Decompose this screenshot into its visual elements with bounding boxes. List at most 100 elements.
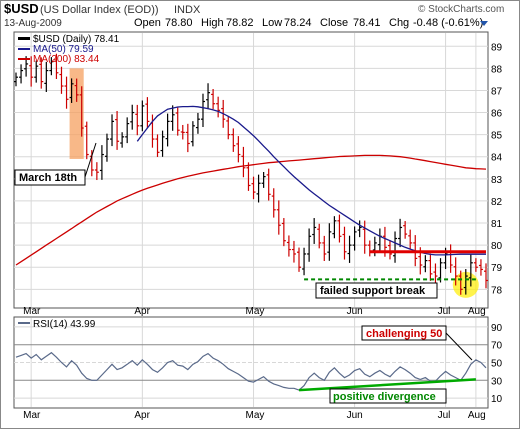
ohlc-bar	[19, 64, 24, 84]
ohlc-bar	[155, 134, 160, 157]
ohlc-bar	[241, 146, 246, 178]
price-tick-label: 78	[491, 285, 503, 296]
x-tick-label: Jun	[347, 306, 363, 317]
annotation-march-box	[14, 169, 86, 186]
price-tick-label: 79	[491, 263, 503, 274]
ohlc-bar	[79, 86, 84, 137]
ohlc-bar	[307, 228, 312, 262]
price-tick-label: 88	[491, 64, 503, 75]
ohlc-bar	[115, 111, 120, 150]
low-value: 78.24	[284, 17, 312, 29]
ohlc-bar	[246, 162, 251, 191]
price-tick-label: 81	[491, 219, 503, 230]
low-label: Low	[262, 17, 282, 29]
legend-rsi-swatch	[18, 322, 30, 324]
ohlc-bar	[39, 57, 44, 89]
ohlc-bar	[251, 176, 256, 200]
legend-price: $USD (Daily) 78.41	[33, 34, 120, 45]
ohlc-bar	[276, 200, 281, 235]
price-tick-label: 83	[491, 175, 503, 186]
ohlc-bar	[140, 100, 145, 132]
ohlc-bar	[125, 117, 130, 144]
legend-ma200: MA(200) 83.44	[33, 54, 100, 65]
ohlc-bar	[49, 57, 54, 76]
ohlc-bar	[216, 96, 221, 118]
ohlc-bar	[104, 133, 109, 162]
annotation-failed-box	[315, 282, 438, 299]
ohlc-bar	[110, 114, 115, 147]
annotation-challenging-pointer	[445, 332, 473, 361]
ohlc-bar	[433, 263, 438, 285]
x-tick-label: May	[246, 410, 265, 421]
annotation-divergence: positive divergence	[333, 391, 436, 403]
ohlc-bar	[463, 269, 468, 295]
ohlc-bar	[231, 128, 236, 152]
ohlc-bar	[473, 258, 478, 272]
chart-exchange: INDX	[174, 4, 201, 16]
legend-rsi: RSI(14) 43.99	[33, 319, 96, 330]
ohlc-bar	[34, 60, 39, 83]
ohlc-bar	[160, 130, 165, 157]
rsi-tick-label: 90	[491, 323, 503, 334]
ohlc-bar	[165, 113, 170, 147]
rsi-tick-label: 10	[491, 394, 503, 405]
ohlc-bar	[54, 53, 59, 80]
x-tick-label: Jun	[347, 410, 363, 421]
chart-symbol: $USD	[4, 1, 39, 16]
price-bars-layer	[14, 53, 488, 295]
ohlc-bar	[84, 121, 89, 160]
ohlc-bar	[332, 216, 337, 239]
ohlc-bar	[69, 78, 74, 103]
rsi-tick-label: 70	[491, 341, 503, 352]
price-tick-label: 85	[491, 131, 503, 142]
ohlc-bar	[387, 240, 392, 260]
ohlc-bar	[195, 112, 200, 134]
ohlc-bar	[408, 229, 413, 250]
rsi-tick-label: 30	[491, 376, 503, 387]
ohlc-bar	[423, 255, 428, 273]
ohlc-bar	[468, 254, 473, 287]
dropdown-arrow-icon[interactable]	[480, 21, 488, 26]
ohlc-bar	[226, 116, 231, 140]
x-tick-label: Apr	[134, 410, 150, 421]
x-tick-label: Aug	[468, 306, 486, 317]
price-tick-label: 82	[491, 197, 503, 208]
moving-average-layer	[15, 105, 487, 281]
ohlc-bar	[44, 61, 49, 92]
chart-name: (US Dollar Index (EOD))	[40, 4, 159, 16]
ohlc-bar	[458, 270, 463, 295]
x-tick-label: Mar	[23, 306, 41, 317]
ohlc-bar	[256, 174, 261, 203]
ohlc-bar	[145, 97, 150, 129]
ohlc-bar	[403, 221, 408, 239]
ohlc-bar	[170, 105, 175, 131]
rsi-line	[15, 351, 487, 391]
ohlc-bar	[261, 171, 266, 188]
ohlc-bar	[190, 121, 195, 147]
x-tick-label: Mar	[23, 410, 41, 421]
price-tick-label: 80	[491, 241, 503, 252]
ohlc-bar	[211, 88, 216, 110]
ohlc-bar	[130, 104, 135, 130]
x-tick-label: Jul	[438, 410, 451, 421]
ohlc-bar	[357, 220, 362, 238]
x-tick-label: May	[246, 306, 265, 317]
axis-layer: Mar Mar Apr Apr May May Jun Jun Jul Jul Aug Aug 78 79…	[23, 42, 502, 421]
annotation-divergence-box	[329, 388, 447, 404]
close-label: Close	[320, 17, 348, 29]
ohlc-bar	[185, 123, 190, 153]
ohlc-bar	[478, 259, 483, 276]
annotation-challenging: challenging 50	[366, 328, 442, 340]
legend-ma50: MA(50) 79.59	[33, 44, 94, 55]
high-value: 78.82	[226, 17, 254, 29]
ohlc-bar	[266, 168, 271, 201]
annotation-march: March 18th	[19, 172, 77, 184]
divergence-line	[298, 378, 476, 392]
ohlc-bar	[398, 218, 403, 248]
ohlc-bar	[59, 66, 64, 94]
chg-value: -0.48 (-0.61%)	[413, 17, 483, 29]
open-value: 78.80	[165, 17, 193, 29]
annotation-failed: failed support break	[320, 285, 426, 297]
price-tick-label: 86	[491, 109, 503, 120]
